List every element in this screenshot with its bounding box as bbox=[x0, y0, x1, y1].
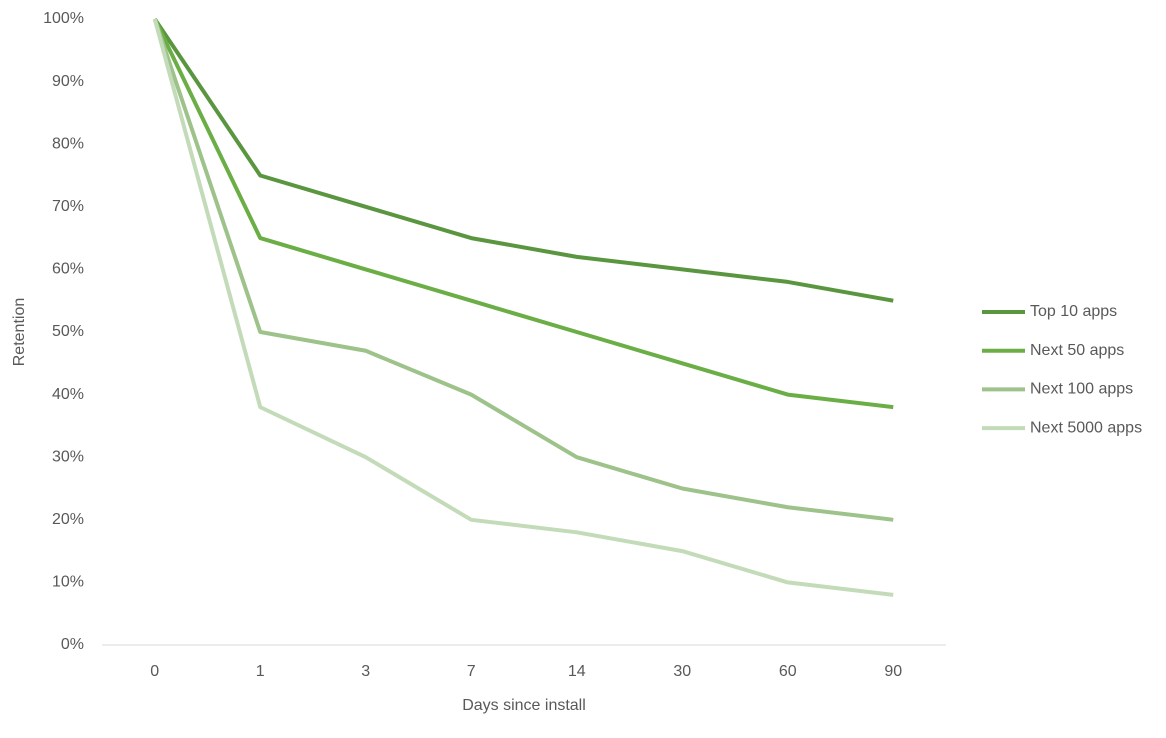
series-line bbox=[152, 18, 894, 410]
x-tick-label: 1 bbox=[256, 663, 265, 680]
series-line bbox=[153, 17, 894, 303]
y-tick-label: 40% bbox=[52, 386, 84, 403]
x-tick-label: 14 bbox=[568, 663, 586, 680]
series-line bbox=[152, 18, 894, 597]
y-tick-label: 30% bbox=[52, 448, 84, 465]
x-axis-title: Days since install bbox=[462, 697, 586, 714]
y-tick-label: 0% bbox=[61, 636, 84, 653]
legend-label: Next 50 apps bbox=[1030, 342, 1124, 359]
x-tick-label: 60 bbox=[779, 663, 797, 680]
y-tick-label: 100% bbox=[43, 10, 84, 27]
y-tick-label: 60% bbox=[52, 261, 84, 278]
x-tick-label: 0 bbox=[150, 663, 159, 680]
y-axis-title: Retention bbox=[11, 298, 28, 367]
x-tick-label: 7 bbox=[467, 663, 476, 680]
legend-label: Next 5000 apps bbox=[1030, 419, 1142, 436]
y-tick-label: 10% bbox=[52, 574, 84, 591]
y-tick-label: 90% bbox=[52, 73, 84, 90]
legend-label: Next 100 apps bbox=[1030, 381, 1133, 398]
y-tick-label: 80% bbox=[52, 135, 84, 152]
y-tick-label: 20% bbox=[52, 511, 84, 528]
legend-label: Top 10 apps bbox=[1030, 303, 1117, 320]
y-tick-label: 70% bbox=[52, 198, 84, 215]
x-tick-label: 30 bbox=[673, 663, 691, 680]
x-tick-label: 3 bbox=[361, 663, 370, 680]
series-line bbox=[152, 18, 894, 522]
y-tick-label: 50% bbox=[52, 323, 84, 340]
x-tick-label: 90 bbox=[884, 663, 902, 680]
